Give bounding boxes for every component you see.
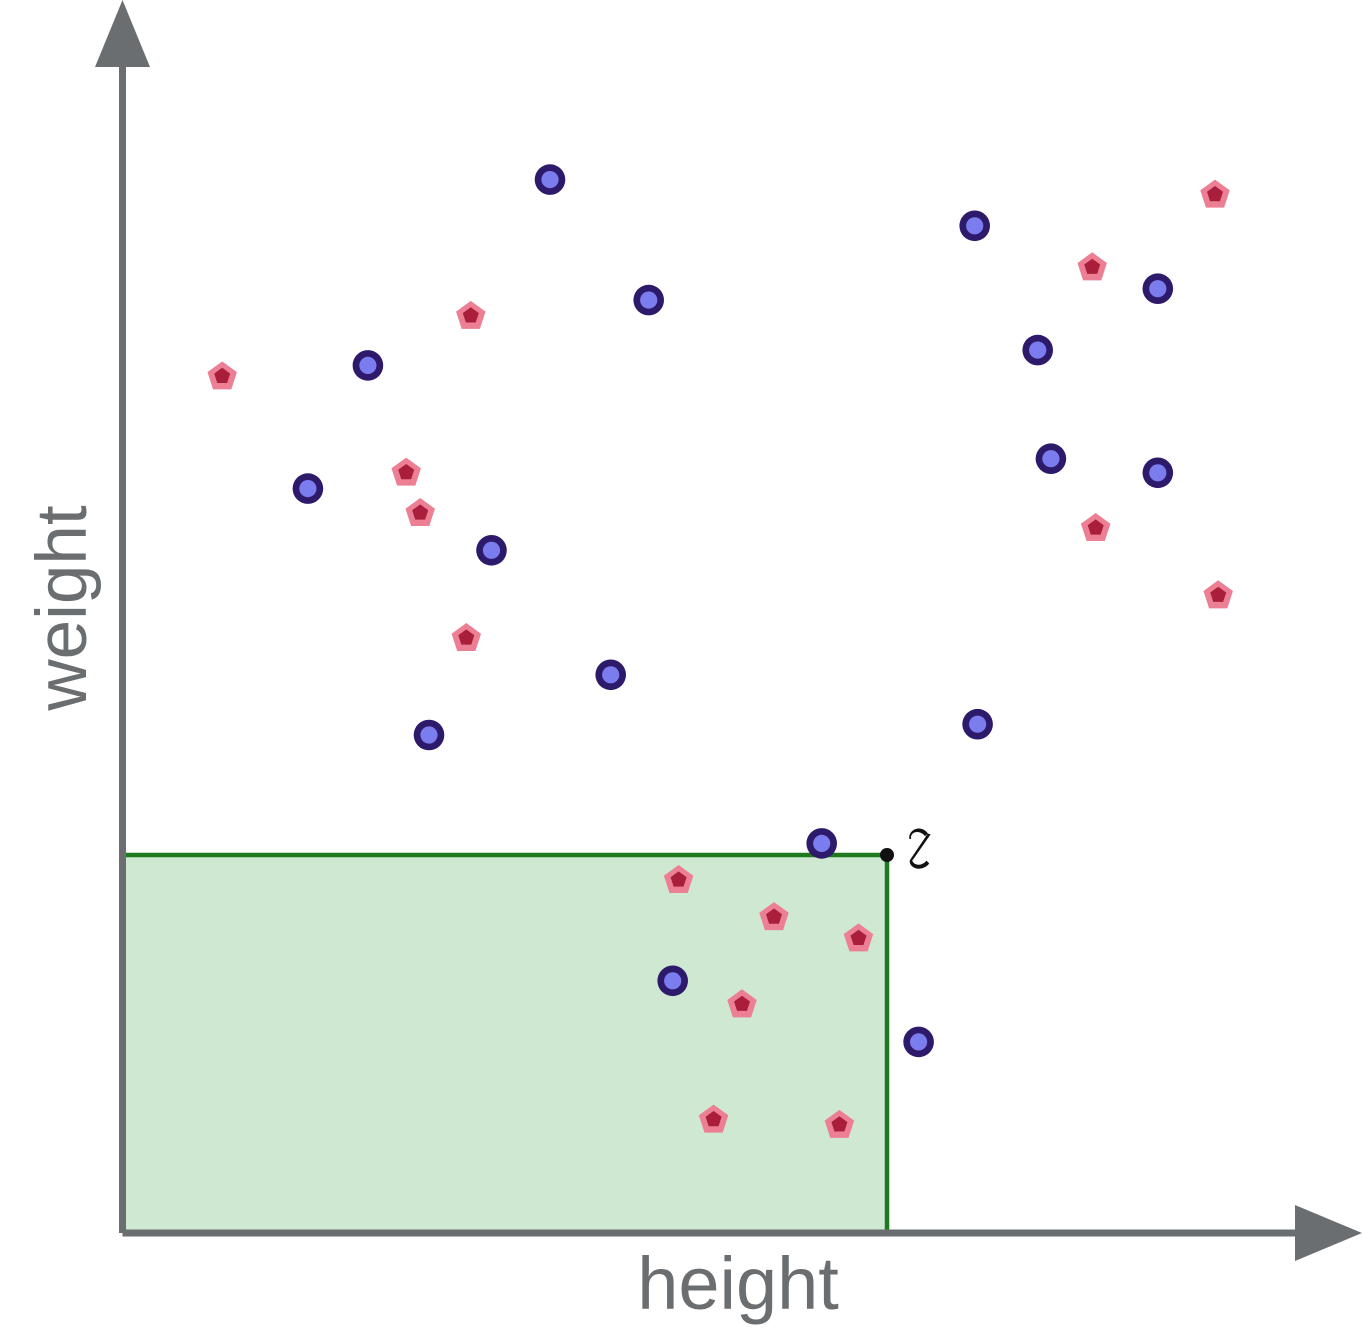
svg-text:height: height [637,1242,839,1325]
svg-text:weight: weight [23,505,102,712]
